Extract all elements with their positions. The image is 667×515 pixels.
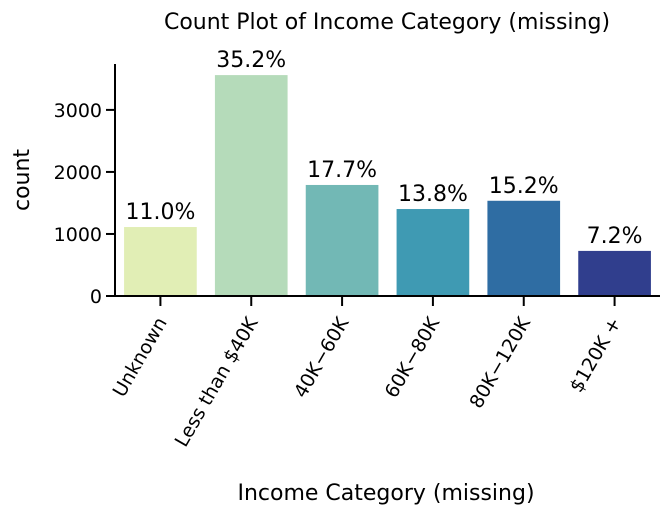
x-tick-label-2: 40K−60K: [290, 313, 354, 402]
chart-title: Count Plot of Income Category (missing): [164, 10, 610, 35]
data-label-2: 17.7%: [307, 158, 377, 183]
y-tick-label-3: 3000: [54, 100, 102, 122]
data-label-1: 35.2%: [216, 48, 286, 73]
x-tick-label-4: 80K−120K: [465, 313, 535, 412]
bar-4: [487, 200, 561, 296]
y-tick-label-2: 2000: [54, 162, 102, 184]
y-axis-label: count: [10, 149, 35, 211]
data-label-4: 15.2%: [489, 174, 559, 199]
data-label-0: 11.0%: [125, 200, 195, 225]
bar-2: [305, 184, 379, 296]
data-label-3: 13.8%: [398, 182, 468, 207]
x-tick-label-5: $120K +: [565, 314, 625, 397]
bar-0: [124, 227, 197, 296]
x-tick-label-3: 60K−80K: [381, 313, 445, 402]
x-axis-label: Income Category (missing): [237, 481, 534, 506]
bar-5: [578, 250, 651, 296]
x-tick-label-0: Unknown: [109, 314, 172, 401]
y-tick-label-1: 1000: [54, 224, 102, 246]
data-label-5: 7.2%: [587, 224, 643, 249]
bar-1: [214, 75, 288, 296]
bar-3: [396, 209, 470, 296]
y-tick-label-0: 0: [90, 286, 102, 308]
x-tick-label-1: Less than $40K: [171, 313, 263, 451]
